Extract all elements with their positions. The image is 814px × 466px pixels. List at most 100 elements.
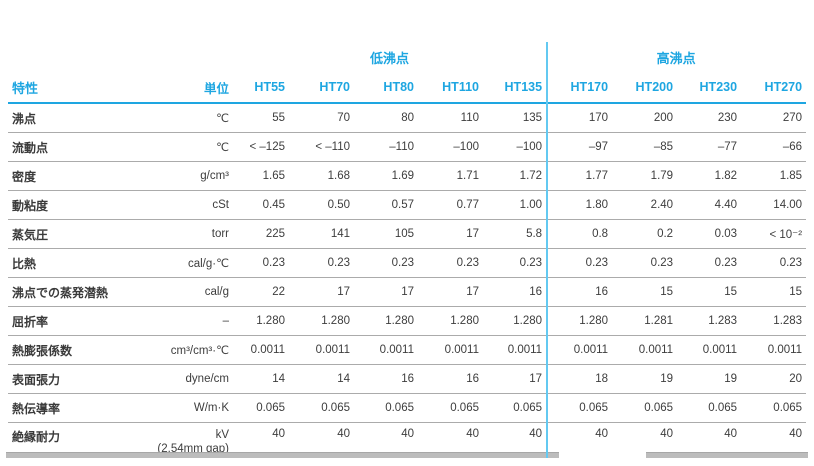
row-unit-label: dyne/cm: [153, 365, 233, 394]
cell-value: 0.23: [289, 249, 354, 278]
row-property-label: 密度: [8, 162, 153, 191]
cell-value: 16: [546, 278, 612, 307]
cell-value: 0.23: [483, 249, 546, 278]
cell-value: 4.40: [677, 191, 741, 220]
cell-value: –110: [354, 133, 418, 162]
cell-value: 0.45: [233, 191, 289, 220]
cell-value: 141: [289, 220, 354, 249]
column-header-ht110: HT110: [418, 72, 483, 103]
cell-value: 40: [741, 423, 806, 466]
cell-value: 0.8: [546, 220, 612, 249]
cell-value: 0.0011: [233, 336, 289, 365]
cell-value: 14: [289, 365, 354, 394]
row-property-label: 熱膨張係数: [8, 336, 153, 365]
row-unit-label: ℃: [153, 133, 233, 162]
cell-value: 0.065: [418, 394, 483, 423]
cell-value: 110: [418, 103, 483, 133]
cell-value: 40: [612, 423, 677, 466]
cell-value: 0.03: [677, 220, 741, 249]
cell-value: 0.23: [418, 249, 483, 278]
row-property-label: 沸点での蒸発潜熱: [8, 278, 153, 307]
cell-value: 19: [677, 365, 741, 394]
column-header-row: 特性 単位 HT55 HT70 HT80 HT110 HT135 HT170 H…: [8, 72, 806, 103]
row-property-label: 比熱: [8, 249, 153, 278]
row-unit-label: torr: [153, 220, 233, 249]
row-property-label: 絶縁耐力: [8, 423, 153, 466]
cell-value: 0.065: [483, 394, 546, 423]
cell-value: 1.82: [677, 162, 741, 191]
column-header-ht270: HT270: [741, 72, 806, 103]
cell-value: 22: [233, 278, 289, 307]
row-property-label: 沸点: [8, 103, 153, 133]
row-unit-label: kV(2.54mm gap): [153, 423, 233, 466]
cell-value: 40: [233, 423, 289, 466]
cell-value: 15: [612, 278, 677, 307]
row-unit-label: W/m·K: [153, 394, 233, 423]
cell-value: –77: [677, 133, 741, 162]
column-header-ht200: HT200: [612, 72, 677, 103]
cell-value: 1.71: [418, 162, 483, 191]
column-header-property: 特性: [8, 72, 153, 103]
cell-value: 1.280: [354, 307, 418, 336]
row-unit-line1: kV: [157, 428, 229, 442]
cell-value: 0.0011: [677, 336, 741, 365]
row-property-label: 蒸気圧: [8, 220, 153, 249]
cell-value: 70: [289, 103, 354, 133]
next-section-bar-left: [6, 452, 559, 458]
cell-value: 1.85: [741, 162, 806, 191]
cell-value: 0.57: [354, 191, 418, 220]
row-property-label: 動粘度: [8, 191, 153, 220]
cell-value: 1.65: [233, 162, 289, 191]
cell-value: 17: [483, 365, 546, 394]
cell-value: 0.0011: [354, 336, 418, 365]
cell-value: 1.79: [612, 162, 677, 191]
cell-value: 200: [612, 103, 677, 133]
cell-value: 0.23: [233, 249, 289, 278]
cell-value: 0.065: [233, 394, 289, 423]
cell-value: 1.283: [677, 307, 741, 336]
cell-value: 40: [677, 423, 741, 466]
cell-value: 5.8: [483, 220, 546, 249]
cell-value: 16: [418, 365, 483, 394]
column-header-ht55: HT55: [233, 72, 289, 103]
cell-value: 170: [546, 103, 612, 133]
cell-value: 135: [483, 103, 546, 133]
cell-value: 40: [546, 423, 612, 466]
cell-value: 0.23: [546, 249, 612, 278]
cell-value: 40: [354, 423, 418, 466]
cell-value: 0.0011: [741, 336, 806, 365]
group-header-low-boiling: 低沸点: [233, 42, 546, 72]
cell-value: < –125: [233, 133, 289, 162]
group-header-spacer: [8, 42, 233, 72]
cell-value: 230: [677, 103, 741, 133]
column-header-ht230: HT230: [677, 72, 741, 103]
cell-value: 2.40: [612, 191, 677, 220]
row-property-label: 熱伝導率: [8, 394, 153, 423]
cell-value: 18: [546, 365, 612, 394]
cell-value: 16: [354, 365, 418, 394]
row-unit-label: cSt: [153, 191, 233, 220]
cell-value: 19: [612, 365, 677, 394]
cell-value: 1.68: [289, 162, 354, 191]
fluid-properties-table: 低沸点 高沸点 特性 単位 HT55 HT70 HT80 HT110 HT135…: [8, 42, 806, 466]
cell-value: 20: [741, 365, 806, 394]
cell-value: –100: [483, 133, 546, 162]
cell-value: 1.281: [612, 307, 677, 336]
row-unit-label: –: [153, 307, 233, 336]
cell-value: < –110: [289, 133, 354, 162]
cell-value: 15: [741, 278, 806, 307]
cell-value: 17: [354, 278, 418, 307]
cell-value: 17: [289, 278, 354, 307]
cell-value: 0.23: [354, 249, 418, 278]
cell-value: 1.80: [546, 191, 612, 220]
